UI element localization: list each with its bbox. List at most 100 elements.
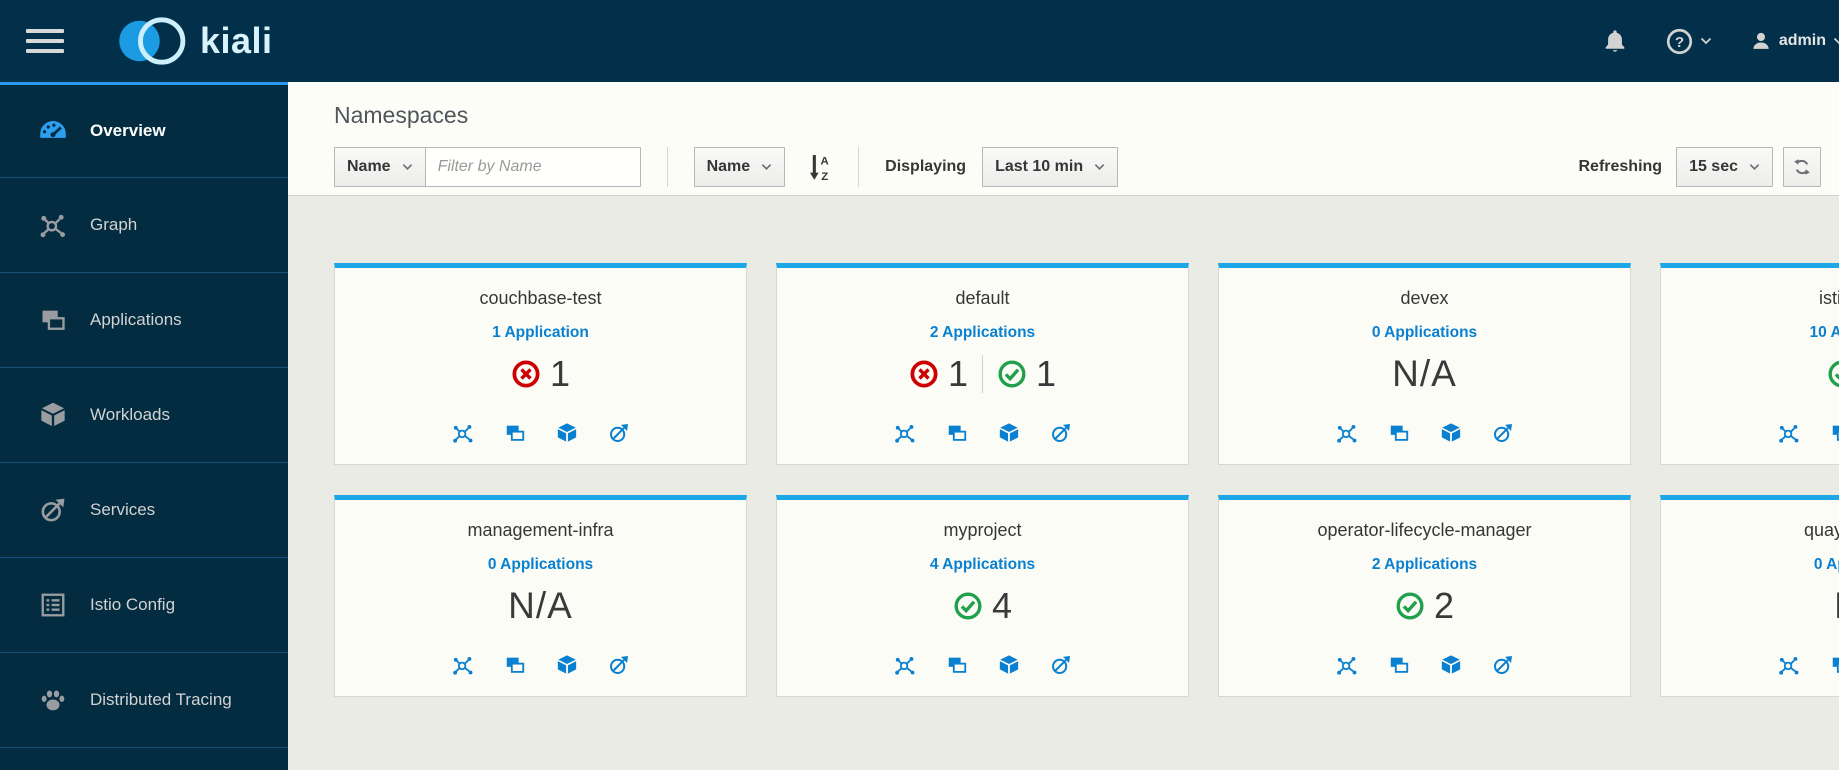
namespace-card: quay-enterprise 0 Applications N/A [1660, 495, 1839, 697]
applications-link-icon[interactable] [504, 422, 526, 444]
sidebar-item-workloads[interactable]: Workloads [0, 367, 288, 462]
graph-icon [36, 211, 70, 239]
sort-type-dropdown[interactable]: Name [693, 147, 786, 187]
applications-link-icon[interactable] [1388, 422, 1410, 444]
graph-link-icon[interactable] [894, 654, 916, 676]
services-link-icon[interactable] [608, 654, 630, 676]
card-quick-links [894, 654, 1072, 676]
displaying-label: Displaying [885, 158, 967, 175]
graph-link-icon[interactable] [894, 422, 916, 444]
ok-count: 4 [991, 585, 1013, 626]
help-menu[interactable] [1666, 28, 1712, 55]
sidebar-item-istio-config[interactable]: Istio Config [0, 557, 288, 652]
workloads-link-icon[interactable] [1440, 654, 1462, 676]
toolbar-divider [858, 147, 860, 187]
services-icon [36, 496, 70, 524]
namespace-name: operator-lifecycle-manager [1317, 520, 1532, 540]
applications-link-icon[interactable] [1388, 654, 1410, 676]
sidebar-item-overview[interactable]: Overview [0, 82, 288, 177]
ok-status-icon [1395, 591, 1425, 621]
ok-status-icon [1827, 359, 1839, 389]
na-value: N/A [508, 585, 573, 626]
card-quick-links [1778, 654, 1839, 676]
status-divider [982, 355, 983, 393]
user-icon [1750, 30, 1772, 52]
refresh-icon [1793, 158, 1811, 176]
applications-link-icon[interactable] [946, 422, 968, 444]
page-header: Namespaces Name Name Displaying [288, 82, 1839, 196]
applications-link[interactable]: 10 Applications [1809, 324, 1839, 341]
duration-dropdown[interactable]: Last 10 min [982, 147, 1119, 187]
applications-link[interactable]: 0 Applications [1371, 324, 1478, 341]
card-quick-links [1336, 422, 1514, 444]
sort-alpha-down-icon [807, 153, 832, 182]
sidebar-item-label: Overview [90, 121, 166, 140]
filter-input[interactable] [424, 147, 641, 187]
services-link-icon[interactable] [608, 422, 630, 444]
sidebar-item-services[interactable]: Services [0, 462, 288, 557]
applications-link[interactable]: 4 Applications [929, 556, 1036, 573]
card-quick-links [894, 422, 1072, 444]
error-status-icon [511, 359, 541, 389]
masthead-actions: admin [1602, 28, 1839, 55]
chevron-down-icon [1700, 37, 1712, 45]
toolbar: Name Name Displaying Last 10 min [334, 147, 1821, 187]
chevron-down-icon [1833, 37, 1839, 45]
graph-link-icon[interactable] [1778, 654, 1800, 676]
health-status: 1 [511, 350, 570, 398]
namespace-name: management-infra [467, 520, 614, 540]
na-value: N/A [1834, 585, 1839, 627]
services-link-icon[interactable] [1492, 422, 1514, 444]
applications-link-icon[interactable] [1830, 422, 1839, 444]
applications-link[interactable]: 0 Applications [487, 556, 594, 573]
sort-direction-button[interactable] [807, 153, 832, 182]
workloads-link-icon[interactable] [998, 422, 1020, 444]
applications-link[interactable]: 2 Applications [1371, 556, 1478, 573]
graph-link-icon[interactable] [452, 654, 474, 676]
sidebar-item-graph[interactable]: Graph [0, 177, 288, 272]
graph-link-icon[interactable] [452, 422, 474, 444]
sidebar-item-distributed-tracing[interactable]: Distributed Tracing [0, 652, 288, 747]
user-menu[interactable]: admin [1750, 30, 1839, 52]
filter-type-dropdown[interactable]: Name [334, 147, 426, 187]
graph-link-icon[interactable] [1336, 422, 1358, 444]
namespace-name: myproject [943, 520, 1022, 540]
applications-link-icon[interactable] [946, 654, 968, 676]
brand: kiali [116, 14, 273, 68]
services-link-icon[interactable] [1050, 654, 1072, 676]
workloads-link-icon[interactable] [556, 422, 578, 444]
namespace-name: istio-system [1818, 288, 1839, 308]
sidebar-item-applications[interactable]: Applications [0, 272, 288, 367]
health-status: 2 [1395, 582, 1454, 630]
services-link-icon[interactable] [1050, 422, 1072, 444]
notifications-button[interactable] [1602, 28, 1628, 54]
workloads-link-icon[interactable] [556, 654, 578, 676]
namespace-card: istio-system 10 Applications 10 [1660, 263, 1839, 465]
refresh-button[interactable] [1783, 147, 1821, 187]
applications-link[interactable]: 2 Applications [929, 324, 1036, 341]
namespace-name: quay-enterprise [1803, 520, 1839, 540]
card-quick-links [1336, 654, 1514, 676]
applications-link[interactable]: 0 Applications [1813, 556, 1839, 573]
page-title: Namespaces [334, 102, 469, 128]
workloads-link-icon[interactable] [998, 654, 1020, 676]
interval-dropdown[interactable]: 15 sec [1676, 147, 1773, 187]
applications-link-icon[interactable] [504, 654, 526, 676]
chevron-down-icon [1749, 163, 1760, 171]
applications-link[interactable]: 1 Application [492, 324, 589, 341]
cards-row: management-infra 0 Applications N/A mypr… [334, 495, 1839, 697]
refresh-controls: Refreshing 15 sec [1578, 147, 1821, 187]
services-link-icon[interactable] [1492, 654, 1514, 676]
na-value: N/A [1392, 353, 1457, 394]
cards-row: couchbase-test 1 Application 1 [334, 263, 1839, 465]
applications-link-icon[interactable] [1830, 654, 1839, 676]
graph-link-icon[interactable] [1336, 654, 1358, 676]
hamburger-menu-button[interactable] [26, 29, 64, 53]
namespace-card: devex 0 Applications N/A [1218, 263, 1631, 465]
kiali-logo-icon [116, 14, 190, 68]
chevron-down-icon [761, 163, 772, 171]
tachometer-icon [36, 116, 70, 146]
workloads-link-icon[interactable] [1440, 422, 1462, 444]
graph-link-icon[interactable] [1778, 422, 1800, 444]
chevron-down-icon [1094, 163, 1105, 171]
